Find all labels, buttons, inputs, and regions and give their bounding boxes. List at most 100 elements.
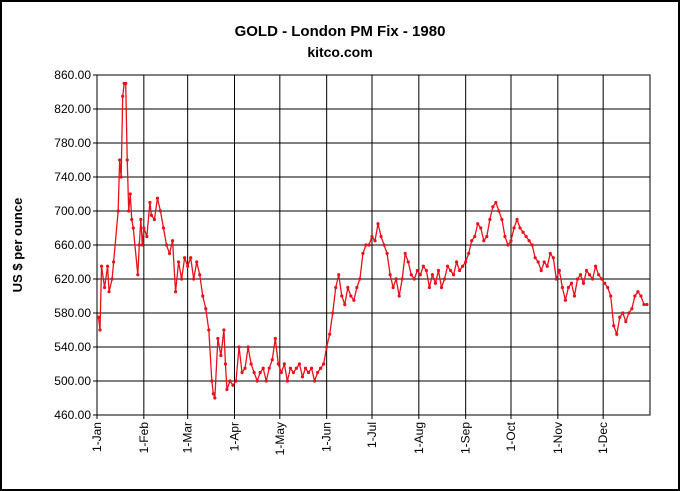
data-point (563, 298, 567, 302)
data-point (458, 268, 462, 273)
data-point (148, 200, 152, 205)
data-point (127, 209, 131, 213)
data-point (603, 281, 607, 285)
data-point (186, 264, 190, 268)
data-point (136, 273, 140, 277)
data-point (346, 285, 350, 290)
data-point (455, 260, 459, 264)
data-point (137, 243, 141, 247)
data-point (119, 175, 123, 179)
data-point (294, 366, 299, 370)
data-point (433, 281, 438, 285)
data-point (524, 234, 528, 239)
data-point (397, 294, 401, 298)
data-point (464, 260, 468, 264)
x-tick-label: 1-Aug (412, 422, 426, 454)
data-point (303, 366, 308, 370)
data-point (195, 260, 199, 264)
data-point (612, 324, 616, 328)
data-point (627, 311, 631, 315)
data-point (385, 251, 389, 256)
data-point (337, 273, 341, 277)
data-point (249, 362, 253, 366)
data-point (276, 362, 280, 366)
data-point (621, 311, 625, 315)
data-point (436, 268, 441, 273)
data-point (467, 251, 471, 256)
data-point (225, 387, 229, 392)
data-point (506, 243, 510, 247)
data-point (164, 243, 169, 247)
data-point (173, 290, 178, 294)
y-tick-label: 580.00 (54, 306, 91, 320)
data-point (533, 256, 537, 260)
data-point (479, 226, 483, 230)
chart-title: GOLD - London PM Fix - 1980 (235, 23, 446, 40)
data-point (189, 256, 193, 260)
data-point (584, 268, 589, 273)
data-point (252, 370, 256, 375)
data-point (636, 290, 640, 294)
data-point (551, 256, 555, 260)
data-point (439, 285, 444, 290)
y-tick-label: 620.00 (54, 272, 91, 286)
data-point (418, 273, 422, 277)
data-point (500, 217, 504, 222)
data-point (633, 294, 637, 298)
data-point (415, 268, 419, 273)
data-point (183, 256, 187, 260)
data-point (170, 239, 175, 243)
data-point (427, 285, 432, 290)
data-point (548, 251, 552, 256)
y-tick-label: 780.00 (54, 136, 91, 150)
data-point (382, 243, 386, 247)
x-tick-label: 1-Nov (551, 422, 565, 454)
data-point (491, 205, 495, 209)
y-tick-label: 740.00 (54, 170, 91, 184)
data-point (161, 226, 166, 230)
data-point (590, 277, 595, 281)
data-point (261, 366, 265, 370)
data-point (445, 264, 450, 268)
x-tick-label: 1-Jan (90, 422, 104, 452)
x-tick-label: 1-Jun (320, 422, 334, 452)
data-point (130, 217, 134, 222)
data-point (560, 285, 564, 290)
data-point (198, 273, 202, 277)
data-point (349, 294, 353, 298)
data-point (222, 328, 226, 332)
data-point (461, 264, 465, 268)
data-point (158, 209, 163, 213)
data-point (367, 243, 371, 247)
y-tick-label: 460.00 (54, 408, 91, 422)
data-point (131, 226, 135, 230)
data-point (355, 285, 359, 290)
data-point (107, 290, 111, 294)
data-point (488, 217, 492, 222)
data-point (96, 315, 101, 319)
data-point (118, 158, 122, 162)
data-point (234, 379, 238, 383)
data-point (124, 81, 128, 86)
data-point (211, 392, 215, 396)
data-point (331, 311, 335, 315)
data-point (352, 298, 356, 302)
data-point (442, 277, 447, 281)
data-point (145, 234, 149, 239)
data-point (312, 379, 317, 383)
data-point (246, 345, 250, 349)
data-point (258, 370, 262, 375)
data-point (152, 217, 157, 222)
data-point (228, 379, 232, 383)
data-point (494, 200, 498, 205)
x-tick-label: 1-Oct (504, 421, 518, 451)
y-tick-label: 820.00 (54, 102, 91, 116)
data-point (557, 268, 561, 273)
x-tick-label: 1-Sep (459, 422, 473, 454)
data-point (180, 277, 184, 281)
data-point (110, 277, 114, 281)
data-point (340, 294, 344, 298)
data-point (328, 332, 332, 336)
data-point (167, 251, 172, 256)
